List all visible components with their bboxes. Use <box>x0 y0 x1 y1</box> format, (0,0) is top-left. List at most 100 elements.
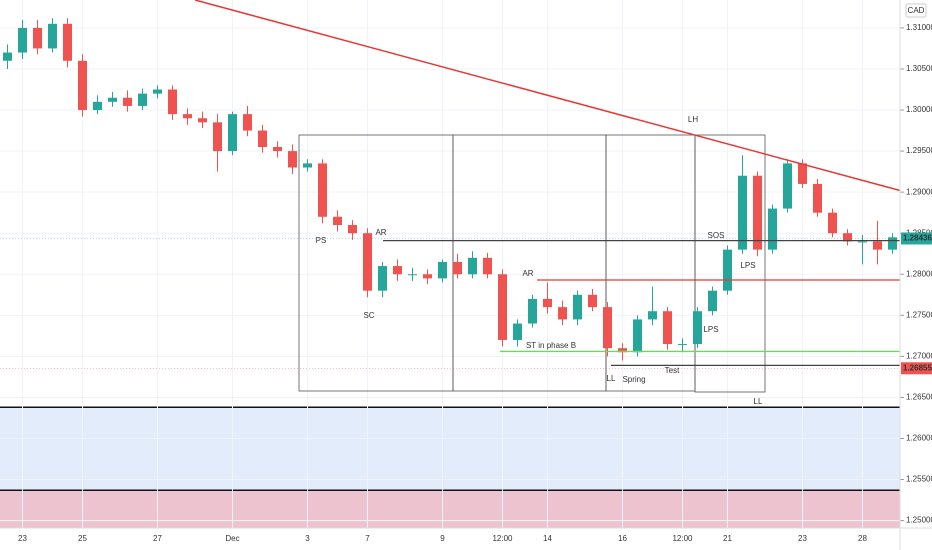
candle-body <box>48 23 57 49</box>
annotation: SOS <box>708 231 725 240</box>
candle-body <box>648 311 657 320</box>
zone <box>0 490 900 528</box>
candle-body <box>798 163 807 184</box>
x-tick-label: 12:00 <box>492 534 513 543</box>
annotation: ST in phase B <box>526 341 576 350</box>
candle-body <box>108 97 117 102</box>
phase-box <box>694 134 766 393</box>
y-tick-label: 1.31000 <box>906 23 932 32</box>
candle-body <box>558 307 567 320</box>
zone <box>0 407 900 491</box>
annotation: LH <box>688 115 698 124</box>
y-tick-label: 1.27000 <box>906 351 932 360</box>
annotation: LL <box>754 397 763 406</box>
candle-body <box>243 114 252 131</box>
candle-body <box>408 274 417 276</box>
y-tick-label: 1.26500 <box>906 393 932 402</box>
candle-body <box>168 89 177 115</box>
price-label-bg <box>901 362 932 375</box>
price-label: 1.26855 <box>903 363 932 372</box>
candle-body <box>393 266 402 275</box>
x-tick-label: 23 <box>798 534 807 543</box>
candle-body <box>543 298 552 308</box>
candle-body <box>213 122 222 152</box>
candle-body <box>273 146 282 152</box>
x-tick-label: 23 <box>18 534 27 543</box>
annotation: LPS <box>740 261 755 270</box>
annotation: SC <box>363 311 374 320</box>
candle-body <box>78 60 87 111</box>
candle-body <box>633 319 642 353</box>
price-label: 1.28436 <box>903 234 932 243</box>
candle-body <box>183 114 192 119</box>
candle-body <box>153 89 162 94</box>
candle-body <box>858 241 867 243</box>
candle-body <box>18 27 27 53</box>
trendline <box>194 0 901 192</box>
candle-body <box>378 266 387 291</box>
candle-body <box>813 183 822 213</box>
x-tick-label: 3 <box>305 534 310 543</box>
candle-body <box>468 257 477 275</box>
y-tick-label: 1.25500 <box>906 475 932 484</box>
candle-body <box>123 97 132 106</box>
x-tick-label: 16 <box>618 534 627 543</box>
candle-body <box>303 163 312 168</box>
candle-body <box>513 323 522 340</box>
candle-body <box>138 93 147 106</box>
x-tick-label: 12:00 <box>672 534 693 543</box>
annotation: AR <box>522 269 533 278</box>
candle-body <box>3 52 12 61</box>
candle-body <box>768 208 777 250</box>
candle-body <box>348 224 357 234</box>
candle-body <box>738 175 747 250</box>
candle-body <box>438 261 447 279</box>
y-tick-label: 1.30500 <box>906 64 932 73</box>
y-tick-label: 1.27500 <box>906 310 932 319</box>
annotation: Spring <box>622 375 645 384</box>
candle-body <box>843 233 852 242</box>
candle-body <box>333 216 342 225</box>
candle-body <box>258 130 267 147</box>
candle-body <box>453 261 462 275</box>
candle-body <box>423 274 432 279</box>
x-tick-label: 21 <box>723 534 732 543</box>
x-tick-label: 7 <box>365 534 370 543</box>
candle-body <box>228 114 237 152</box>
candle-body <box>663 311 672 345</box>
y-tick-label: 1.30000 <box>906 105 932 114</box>
x-tick-label: 9 <box>440 534 445 543</box>
candle-body <box>603 307 612 349</box>
candle-body <box>528 298 537 324</box>
candle-body <box>723 249 732 291</box>
annotation: Test <box>665 366 680 375</box>
candle-body <box>588 294 597 308</box>
candle-body <box>783 163 792 209</box>
currency-badge <box>905 3 927 18</box>
candle-body <box>498 274 507 340</box>
candle-body <box>93 101 102 111</box>
candle-body <box>678 344 687 346</box>
candle-body <box>873 241 882 250</box>
x-tick-label: Dec <box>225 534 239 543</box>
y-tick-label: 1.28000 <box>906 269 932 278</box>
currency: CAD <box>908 6 925 15</box>
annotation: AR <box>375 228 386 237</box>
candle-body <box>363 233 372 291</box>
price-label-bg <box>901 232 932 245</box>
candle-body <box>618 348 627 353</box>
annotation: PS <box>316 236 327 245</box>
candle-body <box>708 290 717 312</box>
candle-body <box>63 23 72 61</box>
candle-body <box>888 237 897 250</box>
annotation: LPS <box>703 325 718 334</box>
y-tick-label: 1.26000 <box>906 434 932 443</box>
candle-body <box>573 294 582 320</box>
y-tick-label: 1.29500 <box>906 146 932 155</box>
candle-body <box>828 212 837 234</box>
candle-body <box>483 257 492 275</box>
y-tick-label: 1.29000 <box>906 187 932 196</box>
candle-body <box>753 175 762 250</box>
annotation: LL <box>607 374 616 383</box>
